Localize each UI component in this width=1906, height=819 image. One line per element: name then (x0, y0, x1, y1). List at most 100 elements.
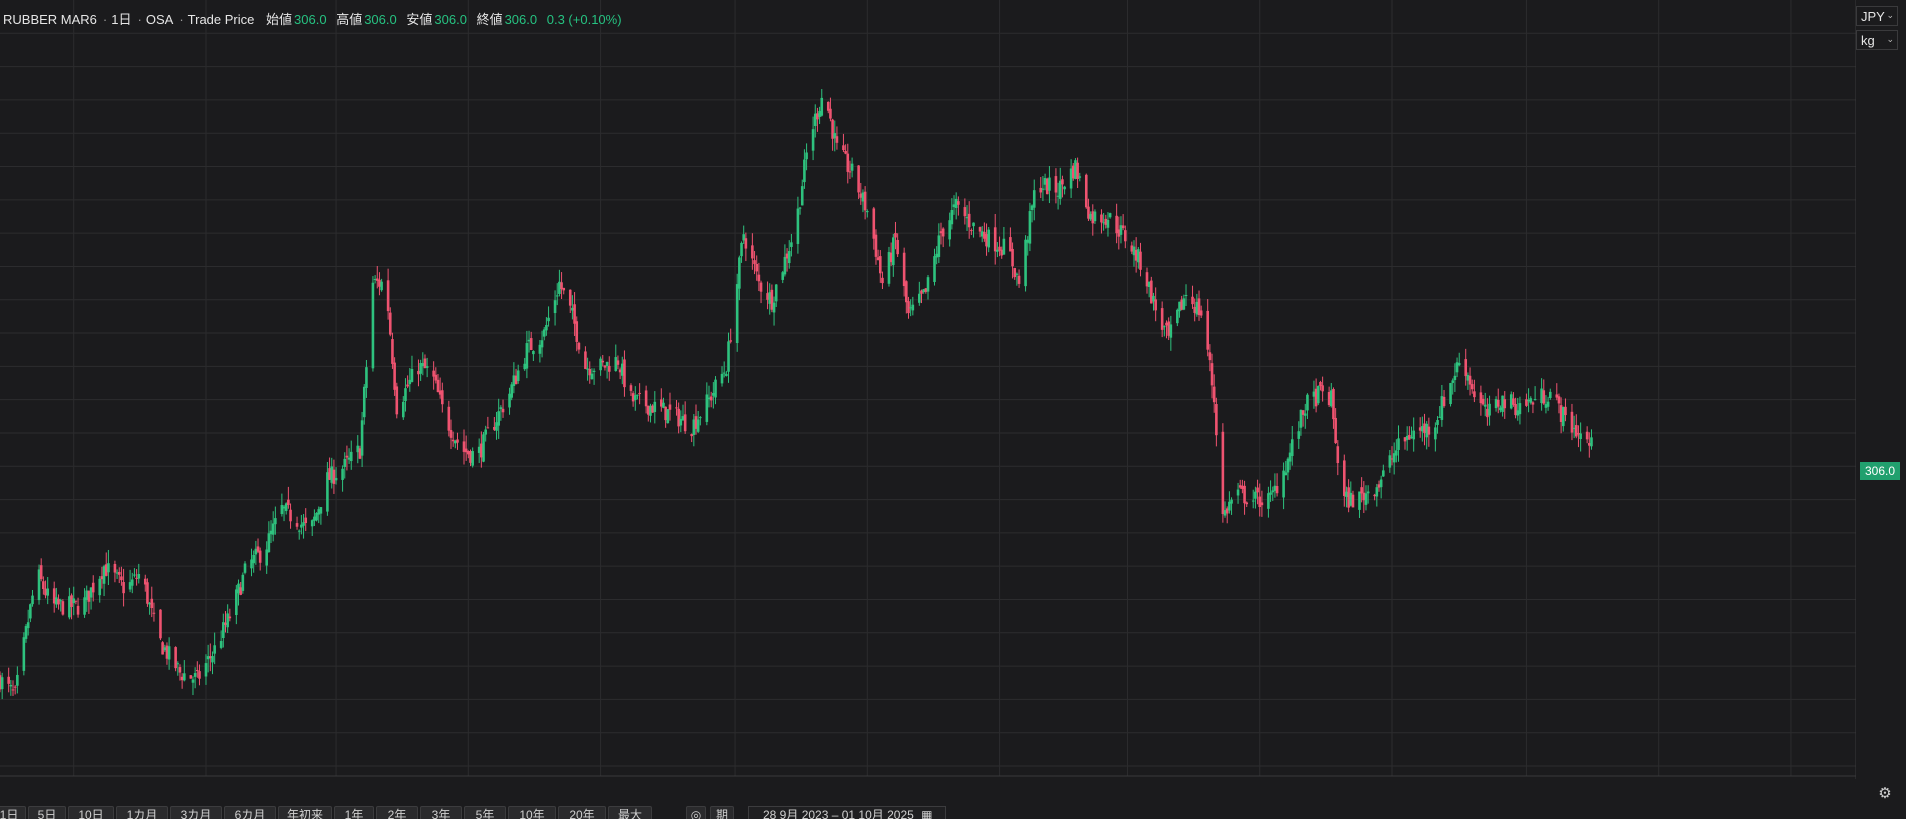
price-chart[interactable]: 210.0220.0230.0240.0250.0260.0270.0280.0… (0, 0, 1856, 779)
candle-up (1410, 436, 1413, 438)
candle-down (198, 671, 201, 679)
candle-up (712, 392, 715, 396)
range-button[interactable]: 3カ月 (170, 806, 222, 819)
legend-exchange: OSA (145, 12, 174, 27)
date-range-display[interactable]: 28 9月 2023 – 01 10月 2025 ▦ (748, 806, 946, 819)
candle-up (783, 256, 787, 275)
candle-up (284, 503, 288, 512)
candle-up (454, 440, 457, 444)
candle-down (209, 656, 212, 659)
candle-up (1345, 491, 1348, 498)
candle-up (813, 113, 817, 127)
candle-down (1071, 165, 1075, 179)
candle-down (52, 588, 56, 604)
candle-up (1024, 239, 1027, 287)
candle-up (558, 281, 561, 294)
range-button[interactable]: 1日 (0, 806, 26, 819)
legend-change-value: 0.3 (+0.10%) (546, 12, 622, 27)
range-button[interactable]: 1カ月 (116, 806, 168, 819)
candle-down (462, 441, 466, 452)
candle-up (950, 209, 954, 225)
candle-up (68, 596, 71, 618)
candle-down (1542, 390, 1546, 404)
candle-down (660, 399, 663, 407)
range-button[interactable]: 20年 (558, 806, 606, 819)
candle-up (1267, 493, 1270, 509)
candle-down (1243, 485, 1246, 504)
candle-down (993, 227, 997, 252)
range-button[interactable]: 2年 (376, 806, 418, 819)
range-button[interactable]: 最大 (608, 806, 652, 819)
candle-down (770, 289, 774, 310)
candle-up (952, 204, 956, 208)
range-button[interactable]: 5年 (464, 806, 506, 819)
candle-up (1405, 435, 1409, 440)
candle-down (668, 404, 672, 410)
candle-up (707, 397, 711, 400)
range-button[interactable]: 10日 (68, 806, 114, 819)
range-button[interactable]: 3年 (420, 806, 462, 819)
candle-up (1440, 396, 1444, 420)
range-toolbar: 1日 5日 10日 1カ月 3カ月 6カ月 年初来 1年 2年 3年 5年 10年 20年 最大 ◎ 期 … (0, 806, 1906, 819)
period-icon[interactable]: 期 (710, 806, 734, 819)
candle-up (1518, 403, 1522, 415)
candle-down (889, 252, 893, 263)
candle-down (1473, 391, 1476, 398)
candle-down (751, 245, 754, 259)
candle-up (1379, 479, 1383, 488)
candle-up (547, 317, 550, 322)
candle-up (605, 361, 609, 367)
candle-up (787, 251, 791, 264)
range-button[interactable]: 5日 (28, 806, 66, 819)
currency-select[interactable]: JPY ⌄ (1856, 6, 1898, 26)
candle-up (1223, 510, 1227, 516)
range-button[interactable]: 10年 (508, 806, 556, 819)
candle-up (996, 249, 999, 252)
unit-select[interactable]: kg ⌄ (1856, 30, 1898, 50)
candle-down (1011, 248, 1014, 267)
candle-up (796, 208, 800, 244)
candle-up (699, 417, 702, 419)
candle-down (675, 407, 678, 409)
legend-symbol[interactable]: RUBBER MAR6 (3, 12, 97, 27)
candle-up (9, 684, 13, 687)
candle-down (1408, 434, 1411, 440)
candle-up (800, 186, 804, 206)
candle-down (1115, 215, 1118, 234)
candle-up (1544, 404, 1548, 408)
candle-up (206, 656, 210, 660)
axis-settings-icon[interactable]: ⚙ (1878, 785, 1892, 802)
candle-up (167, 646, 171, 660)
candle-down (434, 374, 438, 381)
candle-up (727, 341, 730, 372)
candle-down (1215, 404, 1218, 436)
candle-up (235, 589, 238, 616)
candle-down (826, 101, 830, 111)
candle-up (315, 513, 318, 521)
candle-up (538, 344, 542, 354)
range-button[interactable]: 1年 (334, 806, 374, 819)
candle-up (252, 554, 255, 564)
candle-up (1297, 431, 1301, 439)
candle-down (1442, 396, 1446, 407)
range-button[interactable]: 6カ月 (224, 806, 276, 819)
candle-up (1015, 273, 1019, 275)
range-button[interactable]: 年初来 (278, 806, 332, 819)
compare-icon[interactable]: ◎ (686, 806, 706, 819)
candle-down (1009, 237, 1012, 252)
legend-price-type: Trade Price (187, 12, 255, 27)
candle-down (1084, 174, 1088, 208)
candle-down (835, 136, 839, 143)
candle-down (1193, 306, 1196, 313)
candle-up (555, 295, 559, 297)
candle-up (542, 329, 546, 337)
candle-down (829, 108, 832, 119)
candle-down (304, 517, 308, 524)
candle-up (1451, 380, 1455, 383)
candle-up (948, 220, 951, 240)
candle-down (391, 339, 394, 364)
candle-up (1548, 391, 1552, 399)
candle-up (1457, 362, 1461, 366)
candle-up (1358, 491, 1361, 510)
candle-up (115, 572, 119, 574)
